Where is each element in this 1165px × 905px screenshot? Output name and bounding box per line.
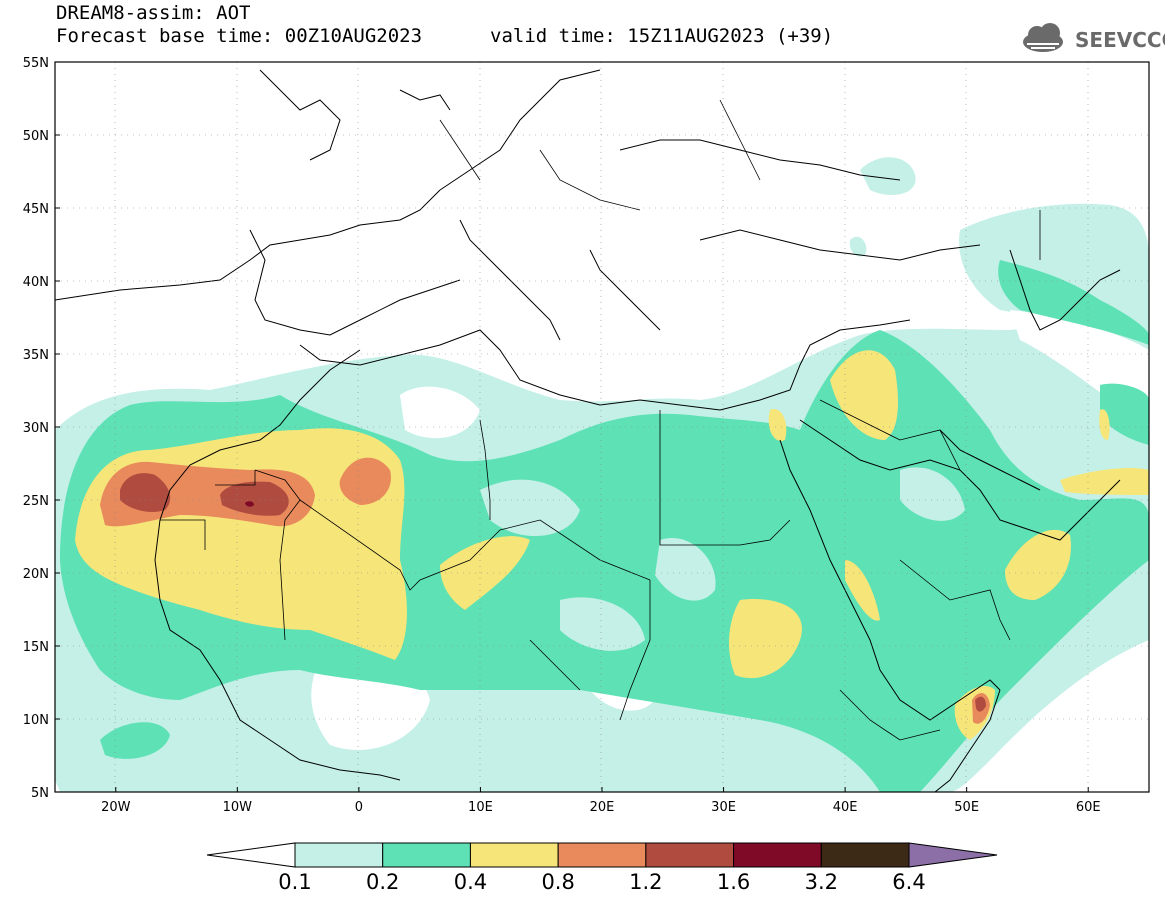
lat-label-25n: 25N bbox=[23, 494, 49, 509]
aot-gap-green-4 bbox=[560, 597, 645, 651]
lat-label-15n: 15N bbox=[23, 640, 49, 655]
aot-band-1-6 bbox=[245, 501, 254, 507]
aot-band-0-4c bbox=[728, 599, 802, 679]
colorbar-label: 1.2 bbox=[629, 870, 662, 894]
cloud-icon bbox=[1023, 23, 1063, 52]
aot-band-0-8b bbox=[339, 457, 391, 505]
lon-label-10w: 10W bbox=[223, 800, 253, 815]
aot-field bbox=[55, 62, 1149, 792]
colorbar-box bbox=[820, 842, 910, 868]
forecast-base-time: Forecast base time: 00Z10AUG2023 bbox=[56, 25, 423, 47]
colorbar-box bbox=[294, 842, 384, 868]
lat-label-50n: 50N bbox=[23, 129, 49, 144]
aot-band-0-1d bbox=[849, 236, 867, 257]
colorbar-box bbox=[382, 842, 471, 868]
aot-band-0-4d bbox=[830, 350, 898, 440]
colorbar-label: 0.2 bbox=[366, 870, 399, 894]
aot-band-0-4b bbox=[440, 536, 530, 610]
colorbar: 0.1 0.2 0.4 0.8 1.2 1.6 3.2 6.4 bbox=[206, 842, 998, 894]
lon-label-60e: 60E bbox=[1076, 800, 1101, 815]
colorbar-label: 1.6 bbox=[717, 870, 750, 894]
aot-band-0-2d bbox=[1100, 383, 1149, 445]
colorbar-box bbox=[557, 842, 647, 868]
longitude-labels: 20W 10W 0 10E 20E 30E 40E 50E 60E bbox=[101, 787, 1101, 815]
colorbar-under-triangle bbox=[206, 842, 296, 868]
aot-band-0-1c bbox=[959, 203, 1149, 330]
colorbar-label: 6.4 bbox=[892, 870, 925, 894]
lat-label-5n: 5N bbox=[31, 786, 49, 801]
lat-label-40n: 40N bbox=[23, 275, 49, 290]
lat-label-35n: 35N bbox=[23, 348, 49, 363]
country-borders bbox=[160, 99, 1041, 741]
lon-label-0: 0 bbox=[355, 800, 363, 815]
logo-text: SEEVCCC bbox=[1075, 28, 1165, 52]
lon-label-50e: 50E bbox=[954, 800, 979, 815]
graticule bbox=[55, 62, 1149, 792]
lon-label-20w: 20W bbox=[101, 800, 131, 815]
aot-gap-green-2 bbox=[655, 538, 716, 601]
aot-gap-green bbox=[480, 479, 580, 537]
latitude-labels: 55N 50N 45N 40N 35N 30N 25N 20N 15N 10N 5N bbox=[23, 56, 60, 801]
lat-label-45n: 45N bbox=[23, 202, 49, 217]
lat-label-30n: 30N bbox=[23, 421, 49, 436]
aot-band-0-4e bbox=[1005, 529, 1071, 600]
lon-label-30e: 30E bbox=[711, 800, 736, 815]
aot-band-0-1b bbox=[860, 157, 916, 195]
colorbar-box bbox=[645, 842, 735, 868]
aot-band-0-4g bbox=[1060, 468, 1149, 495]
valid-time: valid time: 15Z11AUG2023 (+39) bbox=[490, 25, 834, 47]
aot-band-1-2b bbox=[220, 481, 289, 516]
aot-band-1-2c bbox=[975, 696, 986, 712]
colorbar-label: 0.1 bbox=[278, 870, 311, 894]
aot-band-1-2 bbox=[120, 473, 171, 512]
lat-label-55n: 55N bbox=[23, 56, 49, 71]
coastlines bbox=[55, 69, 1121, 792]
colorbar-box bbox=[469, 842, 559, 868]
map-title: DREAM8-assim: AOT bbox=[56, 2, 251, 24]
aot-band-0-4i bbox=[768, 409, 787, 441]
aot-gap bbox=[400, 386, 480, 439]
aot-band-0-2c bbox=[998, 260, 1149, 345]
colorbar-label: 3.2 bbox=[805, 870, 838, 894]
lat-label-10n: 10N bbox=[23, 713, 49, 728]
seevccc-logo bbox=[1023, 23, 1063, 52]
lon-label-40e: 40E bbox=[833, 800, 858, 815]
aot-band-0-4h bbox=[845, 560, 880, 621]
lat-label-20n: 20N bbox=[23, 567, 49, 582]
lon-label-10e: 10E bbox=[468, 800, 493, 815]
aot-band-0-4j bbox=[1099, 409, 1110, 440]
lon-label-20e: 20E bbox=[590, 800, 615, 815]
aot-band-0-2b bbox=[100, 722, 170, 759]
colorbar-box bbox=[733, 842, 822, 868]
aot-gap-green-3 bbox=[900, 467, 965, 521]
colorbar-label: 0.4 bbox=[454, 870, 487, 894]
colorbar-label: 0.8 bbox=[541, 870, 574, 894]
colorbar-over-triangle bbox=[908, 842, 998, 868]
